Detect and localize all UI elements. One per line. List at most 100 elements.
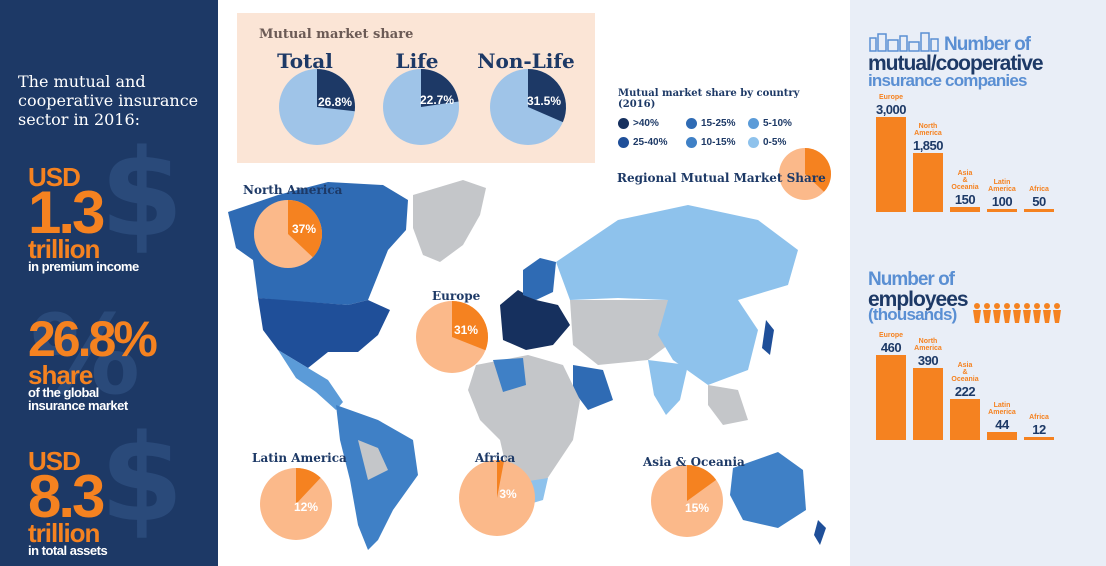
employees-bar-value: 12 [1032,422,1046,437]
employees-bar-value: 222 [954,383,976,399]
map-central-asia [570,300,688,365]
map-north-africa [493,358,526,392]
stat-prefix: USD [28,162,81,192]
employees-bar-label: Africa [1029,414,1049,421]
dollar-watermark-icon: $ [100,410,184,549]
employees-bar [987,431,1017,440]
employees-bar [1024,437,1054,440]
map-new-zealand [814,520,826,545]
pie-heading-nonlife: Non-Life [477,49,575,73]
pie-nonlife: 31.5% [490,69,567,145]
pie-north-america: 37% [254,200,322,268]
pie-total-slice [317,69,355,112]
legend-item: 5-10% [748,118,792,129]
companies-bar-label: Africa [1029,186,1049,193]
stat-unit: trillion [28,234,100,264]
employees-bar [913,367,943,440]
pie-latin-america-slice [296,468,321,504]
stat-caption: in premium income [28,259,139,274]
legend-swatch-icon [748,137,759,148]
region-label-europe: Europe [432,289,481,303]
pie-regional-key-slice [805,148,831,192]
person-icon [983,303,991,323]
legend-swatch-icon [618,118,629,129]
companies-bar-label: Asia & Oceania [951,170,979,192]
person-icon [1043,303,1051,323]
stat-caption: in total assets [28,543,108,558]
legend-swatch-icon [748,118,759,129]
pie-africa-slice [497,460,505,498]
legend-row: 25-40% 10-15% 0-5% [618,137,818,148]
map-china [658,300,758,385]
employees-bar-label: Europe [878,332,904,339]
pie-regional-key [779,148,831,200]
pie-asia-oceania-slice [687,465,717,501]
pie-total-label: 26.8% [318,95,352,109]
pie-latin-america: 12% [260,468,332,540]
legend-swatch-icon [686,137,697,148]
legend-item: 10-15% [686,137,748,148]
pie-north-america-label: 37% [292,222,316,236]
companies-bar [987,208,1017,212]
stat-unit: share [28,360,93,390]
left-stats-panel: $ % $ The mutual and cooperative insuran… [0,0,218,566]
stat-caption: insurance market [28,398,128,413]
map-russia [556,205,798,300]
pie-africa: 3% [459,460,535,536]
employees-title-line2: employees [868,288,969,311]
dollar-watermark-icon: $ [100,125,184,264]
companies-bar-value: 100 [991,193,1013,209]
stat-value: 8.3 [28,463,105,530]
legend-swatch-icon [618,137,629,148]
map-scandinavia [523,258,556,300]
legend-item: >40% [618,118,686,129]
pie-asia-oceania: 15% [651,465,723,537]
legend-label: 25-40% [633,137,668,148]
right-stats-panel: Number of mutual/cooperative insurance c… [850,0,1106,566]
employees-bar-label: Latin America [988,401,1016,416]
companies-bar-value: 3,000 [875,102,907,117]
person-icon [1013,303,1021,323]
legend-row: >40% 15-25% 5-10% [618,118,818,129]
stat-unit: trillion [28,518,100,548]
person-icon [1023,303,1031,323]
pie-africa-label: 3% [499,487,517,501]
mutual-market-share-title: Mutual market share [259,27,414,42]
stat-value: 26.8% [28,311,158,367]
pie-heading-life: Life [395,49,439,73]
map-europe [500,290,570,350]
companies-title-line3: insurance companies [868,71,1027,90]
map-mexico [278,350,343,410]
pie-europe: 31% [416,301,488,373]
map-japan [762,320,774,355]
map-africa [468,355,580,505]
employees-bar-value: 44 [995,416,1009,432]
companies-bar [950,207,980,212]
companies-bar [1024,209,1054,212]
companies-bar [913,153,943,212]
pie-europe-label: 31% [454,323,478,337]
pie-life-slice [421,69,459,107]
pie-latin-america-label: 12% [294,500,318,514]
employees-bar [950,398,980,440]
map-se-asia [708,385,748,425]
companies-title-line1: Number of [944,34,1031,55]
legend-label: 0-5% [763,137,787,148]
employees-title-line3: (thousands) [868,305,957,324]
legend-item: 25-40% [618,137,686,148]
person-icon [1003,303,1011,323]
pie-heading-total: Total [277,49,333,73]
legend-label: >40% [633,118,659,129]
legend-title: Mutual market share by country (2016) [618,88,800,110]
employees-bar [876,355,906,440]
legend-label: 5-10% [763,118,792,129]
legend-label: 10-15% [701,137,736,148]
employees-bar-label: North America [914,337,942,352]
map-greenland [413,180,486,262]
stat-global-share: 26.8% share of the global insurance mark… [28,311,158,413]
employees-bar-value: 390 [917,352,939,368]
region-label-africa: Africa [475,451,516,465]
companies-bar-value: 50 [1032,194,1046,209]
pie-life: 22.7% [383,69,459,145]
companies-bar-label: Latin America [988,178,1016,193]
